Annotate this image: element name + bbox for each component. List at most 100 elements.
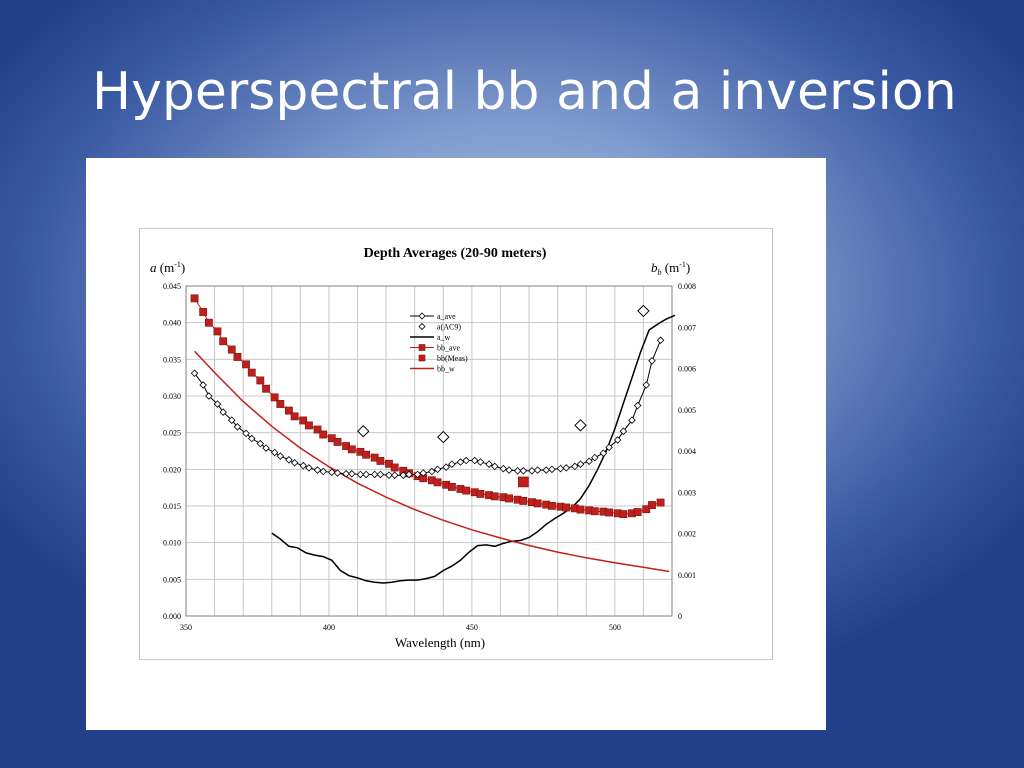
data-point bbox=[419, 469, 428, 477]
data-point bbox=[476, 458, 485, 466]
y-axis-label-right: bb (m-1) bbox=[651, 260, 690, 277]
data-point bbox=[633, 508, 642, 516]
legend-swatch-marker bbox=[418, 312, 426, 320]
data-point bbox=[571, 462, 579, 471]
data-point bbox=[448, 460, 456, 468]
legend-item-bb-ave: bb_ave bbox=[410, 344, 461, 353]
legend-item-a-ac9: a(AC9) bbox=[418, 322, 461, 332]
data-point bbox=[305, 421, 313, 430]
data-point bbox=[505, 494, 513, 503]
legend-label: a(AC9) bbox=[437, 323, 461, 332]
data-point bbox=[590, 507, 599, 516]
data-point bbox=[548, 501, 556, 510]
data-point bbox=[270, 393, 279, 402]
data-point bbox=[633, 401, 642, 410]
data-point bbox=[376, 470, 385, 479]
data-point bbox=[342, 469, 350, 478]
y-ticks-right: 0 0.001 0.002 0.003 0.004 0.005 0.006 0.007 0.00… bbox=[678, 282, 696, 621]
data-point bbox=[456, 458, 465, 466]
data-point bbox=[385, 471, 393, 479]
y-tick-label-left: 0.030 bbox=[163, 392, 181, 401]
data-point bbox=[319, 467, 327, 476]
data-point bbox=[299, 416, 308, 425]
data-point bbox=[313, 425, 322, 434]
data-point bbox=[242, 360, 250, 369]
data-point bbox=[242, 429, 250, 438]
data-point bbox=[533, 499, 542, 508]
y-axis-label-left: a (m-1) bbox=[150, 260, 185, 275]
data-point bbox=[648, 501, 656, 509]
data-point bbox=[656, 498, 665, 507]
data-point bbox=[605, 443, 613, 452]
data-point bbox=[362, 450, 371, 459]
y-tick-label-right: 0.006 bbox=[678, 365, 696, 374]
data-point bbox=[599, 449, 608, 457]
y-tick-label-left: 0.040 bbox=[163, 319, 181, 328]
x-tick-label: 500 bbox=[609, 623, 621, 632]
data-point bbox=[619, 510, 628, 519]
data-point bbox=[585, 457, 593, 466]
y-tick-label-right: 0.004 bbox=[678, 447, 696, 456]
data-point bbox=[576, 460, 585, 468]
y-tick-label-left: 0.020 bbox=[163, 465, 181, 474]
data-point bbox=[285, 406, 293, 415]
data-point bbox=[290, 458, 299, 467]
data-point bbox=[333, 438, 342, 446]
x-axis-label: Wavelength (nm) bbox=[395, 635, 485, 650]
legend-label: a_w bbox=[437, 333, 451, 342]
legend-item-a-ave: a_ave bbox=[410, 312, 456, 321]
x-tick-label: 400 bbox=[323, 623, 335, 632]
y-tick-label-left: 0.010 bbox=[163, 539, 181, 548]
data-point bbox=[199, 308, 208, 316]
y-tick-label-right: 0.002 bbox=[678, 530, 696, 539]
series-bb-ave bbox=[190, 294, 665, 519]
legend-item-a-w: a_w bbox=[410, 333, 451, 342]
data-point bbox=[190, 294, 199, 303]
data-point bbox=[433, 465, 442, 474]
data-point bbox=[442, 463, 450, 471]
data-point bbox=[333, 469, 342, 477]
data-point bbox=[370, 470, 379, 479]
data-point bbox=[499, 464, 508, 473]
y-tick-label-left: 0.000 bbox=[163, 612, 181, 621]
data-point bbox=[328, 468, 336, 477]
data-point bbox=[576, 505, 585, 514]
y-tick-label-right: 0.001 bbox=[678, 571, 696, 580]
data-point bbox=[219, 337, 228, 346]
data-point bbox=[390, 463, 399, 472]
legend-swatch-marker bbox=[418, 322, 426, 331]
data-point bbox=[548, 465, 556, 474]
data-point bbox=[591, 453, 599, 462]
legend-label: a_ave bbox=[437, 312, 456, 321]
data-point bbox=[319, 430, 328, 439]
data-point bbox=[356, 470, 365, 479]
data-point bbox=[313, 466, 322, 474]
data-point bbox=[642, 505, 651, 514]
data-point bbox=[247, 434, 256, 443]
y-tick-label-right: 0.007 bbox=[678, 323, 696, 332]
data-point bbox=[276, 452, 285, 460]
data-point bbox=[428, 467, 436, 476]
data-point bbox=[556, 464, 565, 473]
data-point bbox=[270, 448, 279, 457]
data-point bbox=[299, 461, 307, 470]
data-point bbox=[213, 400, 222, 408]
data-point bbox=[462, 486, 471, 495]
series-bb-w bbox=[194, 350, 670, 573]
data-point bbox=[637, 304, 650, 318]
data-point bbox=[204, 318, 213, 327]
series-a-ac9 bbox=[357, 304, 650, 444]
data-point bbox=[405, 470, 413, 479]
data-point bbox=[519, 497, 528, 505]
grid bbox=[186, 285, 672, 616]
y-tick-label-left: 0.025 bbox=[163, 429, 181, 438]
data-point bbox=[213, 327, 222, 336]
data-point bbox=[447, 482, 456, 491]
data-point bbox=[518, 476, 529, 488]
data-point bbox=[562, 464, 570, 472]
data-point bbox=[262, 384, 270, 393]
data-point bbox=[256, 439, 265, 448]
slide-title: Hyperspectral bb and a inversion bbox=[92, 62, 957, 122]
legend-swatch-marker bbox=[418, 354, 426, 362]
